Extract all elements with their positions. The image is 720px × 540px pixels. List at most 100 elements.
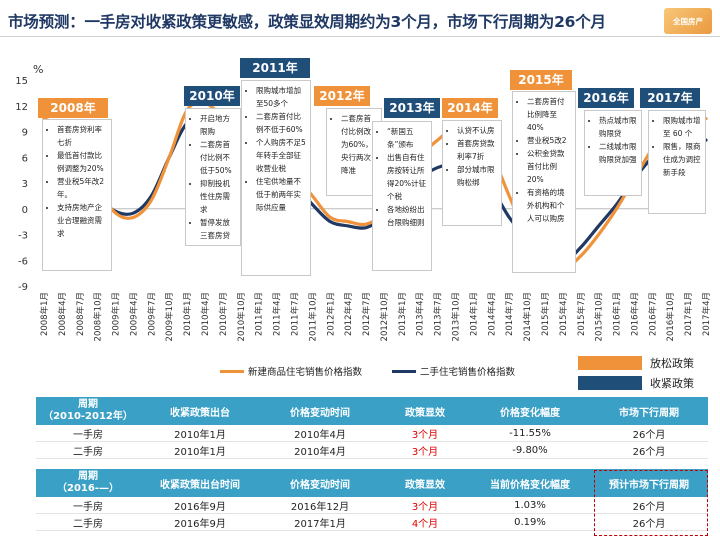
x-tick-label: 2009年10月 — [164, 292, 175, 341]
x-tick-label: 2012年4月 — [343, 292, 354, 336]
x-tick-label: 2016年4月 — [629, 292, 640, 336]
x-tick-label: 2014年4月 — [486, 292, 497, 336]
table-cell: 二手房 — [36, 513, 140, 531]
x-tick-label: 2008年4月 — [57, 292, 68, 336]
x-tick-label: 2012年1月 — [325, 292, 336, 336]
legend-second-hand-swatch — [392, 369, 416, 373]
x-tick-label: 2012年7月 — [361, 292, 372, 336]
x-tick-label: 2009年4月 — [128, 292, 139, 336]
policy-annotation-item: 各地纷纷出台限购细则 — [387, 203, 427, 229]
policy-annotation-item: 二线城市限购限贷加强 — [599, 140, 637, 166]
table2-header: 周期 （2016-—） — [36, 469, 140, 497]
x-tick-label: 2011年1月 — [254, 292, 265, 336]
table2-header: 当前价格变化幅度 — [470, 469, 590, 497]
policy-annotation-list: 限购城市增至 60 个限售，限商住成为调控新手段 — [653, 114, 701, 179]
x-tick-label: 2014年10月 — [522, 292, 533, 341]
y-tick-label: 6 — [22, 153, 28, 164]
period-label: 2010年 — [184, 86, 240, 106]
x-tick-label: 2013年10月 — [451, 292, 462, 341]
x-tick-label: 2017年1月 — [683, 292, 694, 336]
table-cell: 2010年1月 — [140, 441, 260, 459]
policy-annotation-box: 开启地方限购二套房首付比例不低于50%抑制投机性住房需求暂停发放三套房贷 — [185, 108, 241, 246]
x-tick-label: 2009年7月 — [146, 292, 157, 336]
policy-annotation-item: 认贷不认房 — [457, 124, 497, 137]
x-tick-label: 2013年4月 — [415, 292, 426, 336]
x-axis: 2008年1月 2008年4月 2008年7月 2008年10月 2009年1月 2009… — [39, 208, 712, 341]
legend-second-hand: 二手住宅销售价格指数 — [392, 364, 515, 378]
table-cell: 3个月 — [380, 497, 470, 514]
x-tick-label: 2013年7月 — [433, 292, 444, 336]
policy-annotation-item: 二套房首付比例不低于60% — [256, 110, 306, 136]
policy-annotation-item: 首套房贷款利率7折 — [457, 137, 497, 163]
policy-annotation-item: 热点城市限购限贷 — [599, 114, 637, 140]
policy-annotation-box: 首套房贷利率七折最低首付款比例调整为20%营业税5年改2年。支持房地产企业合理融… — [42, 119, 112, 271]
legend-new-house-label: 新建商品住宅销售价格指数 — [248, 367, 363, 378]
policy-annotation-item: 限购城市增加至50多个 — [256, 84, 306, 110]
policy-annotation-item: 营业税5改2 — [527, 134, 571, 147]
page-title: 市场预测：一手房对收紧政策更敏感，政策显效周期约为3个月，市场下行周期为26个月 — [8, 13, 606, 31]
policy-annotation-item: 开启地方限购 — [200, 112, 236, 138]
x-tick-label: 2017年4月 — [701, 292, 712, 336]
table-cell: 2017年1月 — [260, 513, 380, 531]
policy-annotation-box: 认贷不认房首套房贷款利率7折部分城市限购松绑 — [442, 120, 502, 226]
period-label: 2013年 — [384, 98, 440, 118]
x-tick-label: 2015年10月 — [594, 292, 605, 341]
y-tick-label: 15 — [15, 76, 28, 87]
period-label: 2012年 — [314, 86, 370, 106]
table-cell: 1.03% — [470, 497, 590, 514]
x-tick-label: 2014年7月 — [504, 292, 515, 336]
y-tick-label: 0 — [22, 205, 28, 216]
policy-annotation-item: 支持房地产企业合理融资需求 — [57, 201, 107, 240]
table-cell: 3个月 — [380, 425, 470, 442]
title-divider — [0, 36, 720, 37]
table-cell: -11.55% — [470, 425, 590, 442]
x-tick-label: 2008年7月 — [75, 292, 86, 336]
x-tick-label: 2008年10月 — [93, 292, 104, 341]
legend-new-house: 新建商品住宅销售价格指数 — [220, 364, 362, 378]
table-row: 二手房 2016年9月 2017年1月 4个月 0.19% 26个月 — [36, 513, 708, 531]
y-tick-label: -3 — [18, 231, 28, 242]
table-cell: 26个月 — [590, 513, 708, 531]
table-cell: 2016年9月 — [140, 497, 260, 514]
policy-annotation-item: 首套房贷利率七折 — [57, 123, 107, 149]
policy-annotation-item: “新国五条”颁布 — [387, 125, 427, 151]
x-tick-label: 2009年1月 — [111, 292, 122, 336]
policy-annotation-item: 最低首付款比例调整为20% — [57, 149, 107, 175]
y-tick-label: -6 — [18, 256, 28, 267]
table2-header: 预计市场下行周期 — [590, 469, 708, 497]
table1-header: 周期 （2010-2012年） — [36, 397, 140, 425]
policy-annotation-item: 限售，限商住成为调控新手段 — [663, 140, 701, 179]
policy-annotation-item: 住宅供地量不低于前两年实际供应量 — [256, 175, 306, 214]
period-label: 2011年 — [240, 58, 310, 78]
x-tick-label: 2010年7月 — [218, 292, 229, 336]
policy-annotation-item: 有资格的境外机构和个人可以购房 — [527, 186, 571, 225]
policy-annotation-list: 热点城市限购限贷二线城市限购限贷加强 — [589, 114, 637, 166]
table-cell: 一手房 — [36, 497, 140, 514]
legend-new-house-swatch — [220, 369, 244, 373]
table-cell: 2016年12月 — [260, 497, 380, 514]
y-axis: % -9 -6 -3 0 3 6 9 12 15 — [15, 63, 43, 293]
forecast-highlight-box — [594, 470, 708, 536]
y-tick-label: 9 — [22, 128, 28, 139]
table2-header: 价格变动时间 — [260, 469, 380, 497]
policy-annotation-list: 首套房贷利率七折最低首付款比例调整为20%营业税5年改2年。支持房地产企业合理融… — [47, 123, 107, 240]
x-tick-label: 2011年7月 — [289, 292, 300, 336]
period-label: 2014年 — [442, 98, 498, 118]
policy-annotation-item: 限购城市增至 60 个 — [663, 114, 701, 140]
policy-annotation-box: 限购城市增加至50多个二套房首付比例不低于60%个人购房不足5年转手全部征收营业… — [241, 80, 311, 276]
legend-second-hand-label: 二手住宅销售价格指数 — [420, 367, 516, 378]
policy-annotation-box: “新国五条”颁布出售自有住房按转让所得20%计征个税各地纷纷出台限购细则 — [372, 121, 432, 271]
x-tick-label: 2016年10月 — [665, 292, 676, 341]
table-cell: 4个月 — [380, 513, 470, 531]
x-tick-label: 2011年4月 — [272, 292, 283, 336]
policy-annotation-item: 出售自有住房按转让所得20%计征个税 — [387, 151, 427, 203]
policy-annotation-list: “新国五条”颁布出售自有住房按转让所得20%计征个税各地纷纷出台限购细则 — [377, 125, 427, 229]
y-unit-label: % — [33, 63, 43, 76]
policy-annotation-list: 限购城市增加至50多个二套房首付比例不低于60%个人购房不足5年转手全部征收营业… — [246, 84, 306, 214]
x-tick-label: 2014年1月 — [468, 292, 479, 336]
policy-annotation-list: 开启地方限购二套房首付比例不低于50%抑制投机性住房需求暂停发放三套房贷 — [190, 112, 236, 242]
policy-annotation-box: 限购城市增至 60 个限售，限商住成为调控新手段 — [648, 110, 706, 214]
policy-annotation-item: 抑制投机性住房需求 — [200, 177, 236, 216]
table-row: 一手房 2010年1月 2010年4月 3个月 -11.55% 26个月 — [36, 425, 708, 442]
policy-annotation-item: 二套房首付比例降至40% — [527, 95, 571, 134]
